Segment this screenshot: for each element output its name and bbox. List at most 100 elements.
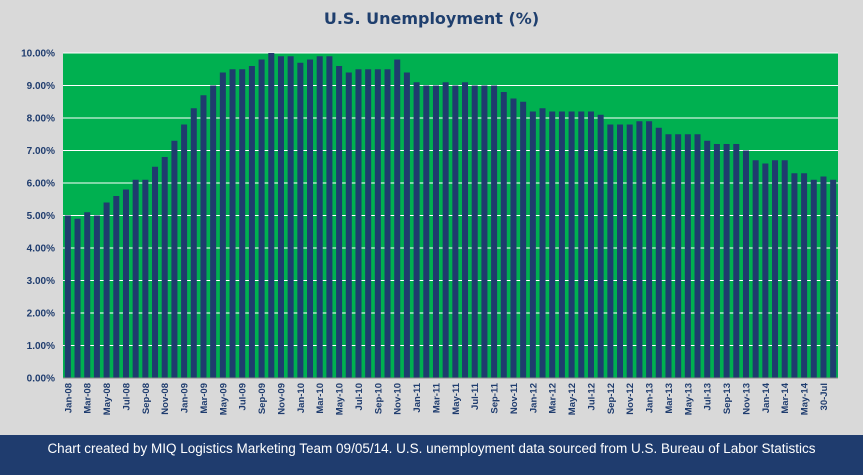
x-tick-label: Sep-10 bbox=[373, 383, 384, 414]
bar bbox=[113, 196, 120, 378]
x-tick-label: May-12 bbox=[567, 383, 578, 415]
y-tick-label: 2.00% bbox=[27, 309, 55, 320]
bar bbox=[481, 85, 488, 378]
bar bbox=[122, 189, 129, 378]
bar bbox=[820, 176, 827, 378]
x-tick-label: May-10 bbox=[335, 383, 346, 415]
bar bbox=[578, 111, 585, 378]
bar bbox=[190, 108, 197, 378]
x-tick-label: Jan-12 bbox=[528, 383, 539, 413]
bar bbox=[442, 82, 449, 378]
x-tick-label: Sep-11 bbox=[490, 382, 501, 413]
x-tick-label: Nov-08 bbox=[160, 383, 171, 415]
bar bbox=[539, 108, 546, 378]
bar bbox=[772, 160, 779, 378]
x-tick-label: Jan-10 bbox=[296, 383, 307, 413]
bar bbox=[152, 166, 159, 378]
bar bbox=[510, 98, 517, 378]
x-tick-label: Mar-12 bbox=[548, 383, 559, 414]
bar bbox=[74, 218, 81, 378]
x-tick-label: Jul-12 bbox=[586, 383, 597, 410]
bar bbox=[103, 202, 110, 378]
x-tick-label: Jul-10 bbox=[354, 383, 365, 410]
bar bbox=[365, 69, 372, 378]
x-tick-label: Mar-08 bbox=[83, 383, 94, 414]
bar bbox=[781, 160, 788, 378]
x-tick-label: Mar-10 bbox=[315, 383, 326, 414]
x-tick-label: Nov-11 bbox=[509, 382, 520, 414]
bar bbox=[646, 121, 653, 378]
bar bbox=[142, 179, 149, 378]
y-tick-label: 8.00% bbox=[27, 114, 55, 125]
source-footer: Chart created by MIQ Logistics Marketing… bbox=[0, 435, 863, 475]
y-axis-ticks: 0.00% 1.00% 2.00% 3.00% 4.00% 5.00% 6.00% 7.00%… bbox=[21, 49, 55, 385]
x-axis-ticks: Jan-08 Mar-08 May-08 Jul-08 Sep-08 Nov-08 Jan-… bbox=[63, 382, 830, 415]
x-tick-label: Sep-12 bbox=[606, 383, 617, 414]
bar bbox=[617, 124, 624, 378]
bar bbox=[64, 215, 71, 378]
x-tick-label: Jul-13 bbox=[703, 383, 714, 410]
bar bbox=[500, 92, 507, 378]
bar bbox=[326, 56, 333, 378]
bar bbox=[171, 140, 178, 378]
bar bbox=[636, 121, 643, 378]
y-tick-label: 10.00% bbox=[21, 49, 55, 60]
bar bbox=[801, 173, 808, 378]
y-tick-label: 6.00% bbox=[27, 179, 55, 190]
y-tick-label: 1.00% bbox=[27, 341, 55, 352]
bar bbox=[558, 111, 565, 378]
x-tick-label: Sep-13 bbox=[722, 383, 733, 414]
y-tick-label: 5.00% bbox=[27, 211, 55, 222]
bar bbox=[423, 85, 430, 378]
x-tick-label: Nov-10 bbox=[393, 383, 404, 415]
x-tick-label: Sep-09 bbox=[257, 383, 268, 414]
bar bbox=[200, 95, 207, 378]
x-tick-label: Mar-09 bbox=[199, 383, 210, 414]
bar bbox=[791, 173, 798, 378]
bar bbox=[84, 212, 91, 378]
bar bbox=[549, 111, 556, 378]
x-tick-label: May-13 bbox=[683, 383, 694, 415]
x-tick-label: Jul-09 bbox=[238, 383, 249, 410]
bar bbox=[336, 66, 343, 378]
bar bbox=[219, 72, 226, 378]
x-tick-label: Jan-08 bbox=[63, 383, 74, 413]
x-tick-label: Sep-08 bbox=[141, 383, 152, 414]
bar bbox=[374, 69, 381, 378]
bar bbox=[316, 56, 323, 378]
bar bbox=[655, 127, 662, 378]
bar bbox=[210, 85, 217, 378]
x-tick-label: Nov-13 bbox=[741, 383, 752, 415]
bar bbox=[694, 134, 701, 378]
x-tick-label: Mar-14 bbox=[780, 382, 791, 413]
x-tick-label: Nov-09 bbox=[276, 383, 287, 415]
bar bbox=[452, 85, 459, 378]
bar bbox=[93, 215, 100, 378]
bar bbox=[462, 82, 469, 378]
chart: 0.00% 1.00% 2.00% 3.00% 4.00% 5.00% 6.00% 7.00%… bbox=[21, 49, 838, 415]
bar bbox=[258, 59, 265, 378]
bar bbox=[432, 85, 439, 378]
bar bbox=[684, 134, 691, 378]
x-tick-label: Jul-08 bbox=[121, 383, 132, 410]
x-tick-label: Mar-11 bbox=[431, 382, 442, 413]
bar bbox=[277, 56, 284, 378]
bar bbox=[742, 150, 749, 378]
bar bbox=[626, 124, 633, 378]
x-tick-label: May-09 bbox=[218, 383, 229, 415]
bar bbox=[733, 144, 740, 378]
bar bbox=[161, 157, 168, 378]
bar bbox=[830, 179, 837, 378]
bar bbox=[287, 56, 294, 378]
bar bbox=[297, 62, 304, 378]
x-tick-label: 30-Jul bbox=[819, 383, 830, 410]
bar bbox=[704, 140, 711, 378]
y-tick-label: 9.00% bbox=[27, 81, 55, 92]
y-tick-label: 3.00% bbox=[27, 276, 55, 287]
bar bbox=[471, 85, 478, 378]
bar bbox=[810, 179, 817, 378]
chart-title: U.S. Unemployment (%) bbox=[323, 9, 540, 28]
bar-series bbox=[64, 53, 837, 378]
bar bbox=[607, 124, 614, 378]
bar bbox=[355, 69, 362, 378]
